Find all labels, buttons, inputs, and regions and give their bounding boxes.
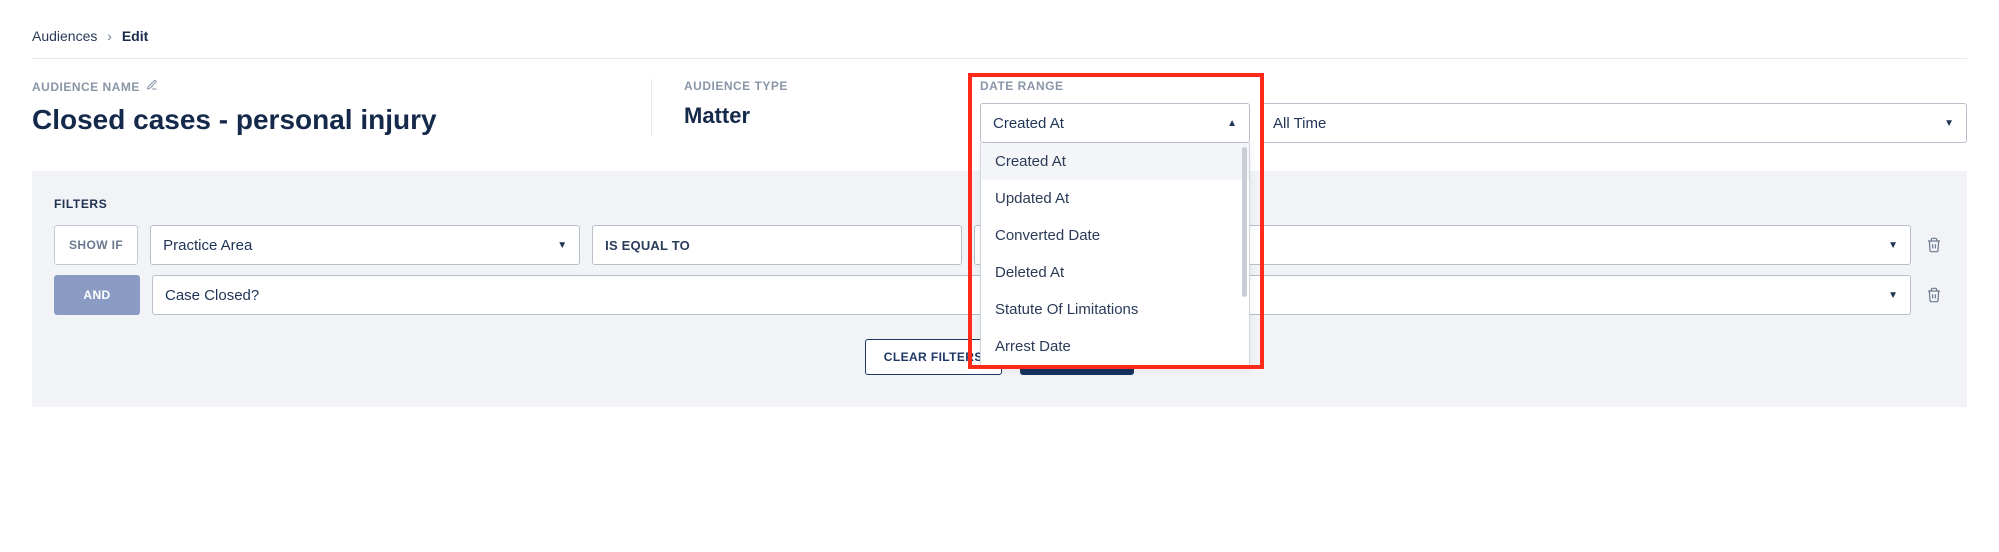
filter-operator-value: IS EQUAL TO	[605, 238, 690, 253]
date-field-dropdown: Created At Updated At Converted Date Del…	[980, 143, 1250, 366]
dropdown-option[interactable]: Converted Date	[981, 217, 1249, 254]
caret-up-icon: ▲	[1227, 118, 1237, 129]
date-range-select[interactable]: All Time ▼	[1260, 103, 1967, 143]
audience-type-label: AUDIENCE TYPE	[684, 79, 932, 93]
dropdown-option[interactable]: Statute Of Limitations	[981, 291, 1249, 328]
delete-filter-button[interactable]	[1923, 234, 1945, 256]
audience-type-value: Matter	[684, 103, 932, 129]
show-if-button: SHOW IF	[54, 225, 138, 265]
trash-icon	[1926, 287, 1942, 303]
and-button[interactable]: AND	[54, 275, 140, 315]
delete-filter-button[interactable]	[1923, 284, 1945, 306]
date-field-select[interactable]: Created At ▲	[980, 103, 1250, 143]
trash-icon	[1926, 237, 1942, 253]
audience-name-label: AUDIENCE NAME	[32, 79, 627, 94]
date-range-label: DATE RANGE	[980, 79, 1967, 93]
dropdown-option[interactable]: Arrest Date	[981, 328, 1249, 365]
breadcrumb-current: Edit	[122, 28, 148, 44]
date-range-selected-value: All Time	[1273, 115, 1326, 132]
breadcrumb: Audiences › Edit	[32, 28, 1967, 59]
caret-down-icon: ▼	[557, 240, 567, 251]
audience-name-section: AUDIENCE NAME Closed cases - personal in…	[32, 79, 652, 136]
breadcrumb-parent[interactable]: Audiences	[32, 28, 97, 44]
audience-name-value[interactable]: Closed cases - personal injury	[32, 104, 627, 136]
filter-operator-select[interactable]: IS EQUAL TO	[592, 225, 962, 265]
filter-field-select[interactable]: Practice Area ▼	[150, 225, 580, 265]
date-field-selected-value: Created At	[993, 115, 1064, 132]
filter-field-value: Practice Area	[163, 237, 252, 254]
filter-field-value: Case Closed?	[165, 287, 259, 304]
dropdown-scrollbar[interactable]	[1242, 147, 1247, 297]
header-row: AUDIENCE NAME Closed cases - personal in…	[32, 59, 1967, 167]
breadcrumb-separator: ›	[107, 28, 112, 44]
dropdown-option[interactable]: Created At	[981, 143, 1249, 180]
dropdown-option[interactable]: Updated At	[981, 180, 1249, 217]
audience-type-section: AUDIENCE TYPE Matter	[676, 79, 956, 129]
audience-name-label-text: AUDIENCE NAME	[32, 80, 140, 94]
caret-down-icon: ▼	[1944, 118, 1954, 129]
caret-down-icon: ▼	[1888, 290, 1898, 301]
dropdown-option[interactable]: Deleted At	[981, 254, 1249, 291]
edit-icon[interactable]	[146, 79, 158, 94]
caret-down-icon: ▼	[1888, 240, 1898, 251]
date-range-section: DATE RANGE Created At ▲ All Time ▼ Creat…	[980, 79, 1967, 143]
